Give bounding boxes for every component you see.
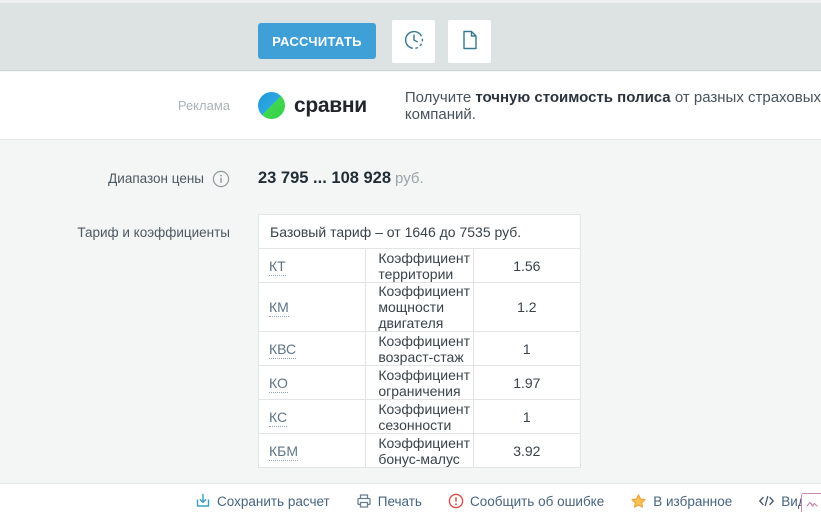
price-range-label: Диапазон цены [108, 171, 204, 186]
coefficient-code-link[interactable]: КБМ [269, 442, 299, 461]
favorite-link[interactable]: В избранное [630, 493, 732, 509]
footer-link-label: Сохранить расчет [217, 493, 330, 509]
sravni-logo[interactable]: сравни [258, 92, 367, 119]
calculate-button[interactable]: РАССЧИТАТЬ [258, 23, 376, 59]
sravni-logo-icon [258, 92, 285, 119]
coefficient-value: 1 [472, 331, 582, 366]
price-range-row: Диапазон цены 23 795 ... 108 928 руб. [0, 169, 821, 188]
history-button[interactable] [392, 20, 435, 63]
print-link[interactable]: Печать [356, 493, 422, 509]
image-embed-icon[interactable] [801, 493, 821, 512]
coefficient-name: Коэффициент возраст-стаж [365, 331, 474, 366]
print-icon [356, 493, 372, 509]
footer-link-label: Печать [377, 493, 422, 509]
report-error-link[interactable]: Сообщить об ошибке [448, 493, 604, 509]
price-range-currency: руб. [395, 170, 424, 187]
table-row: КС Коэффициент сезонности 1 [257, 399, 582, 434]
favorite-icon [630, 493, 647, 509]
new-document-button[interactable] [448, 20, 491, 63]
coefficient-value: 1.56 [472, 248, 582, 283]
footer-link-label: В избранное [653, 493, 733, 509]
table-row: КМ Коэффициент мощности двигателя 1.2 [257, 282, 582, 332]
coefficient-value: 3.92 [472, 433, 582, 468]
results-panel: Диапазон цены 23 795 ... 108 928 руб. Тар… [0, 141, 821, 483]
tariff-row: Тариф и коэффициенты Базовый тариф – от … [0, 214, 821, 468]
table-row: КВС Коэффициент возраст-стаж 1 [257, 331, 582, 366]
coefficient-name: Коэффициент территории [365, 248, 474, 283]
table-row: КТ Коэффициент территории 1.56 [257, 248, 582, 283]
widget-code-icon [758, 493, 775, 509]
document-icon [458, 28, 482, 55]
ad-text-suffix: от разных страховых компаний. [404, 88, 821, 123]
coefficient-value: 1.2 [472, 282, 582, 332]
sravni-logo-text: сравни [294, 93, 367, 117]
coefficient-code-link[interactable]: КС [269, 408, 288, 427]
error-icon [448, 493, 464, 509]
coefficient-name: Коэффициент сезонности [365, 399, 474, 434]
save-calculation-link[interactable]: Сохранить расчет [195, 493, 330, 509]
ad-text[interactable]: Получите точную стоимость полиса от разн… [405, 89, 821, 123]
base-tariff-row: Базовый тариф – от 1646 до 7535 руб. [258, 214, 581, 249]
tariff-label: Тариф и коэффициенты [77, 225, 230, 240]
clock-icon [402, 28, 426, 55]
table-row: КО Коэффициент ограничения 1.97 [257, 365, 582, 400]
coefficients-table: Базовый тариф – от 1646 до 7535 руб. КТ … [257, 214, 582, 468]
save-icon [195, 493, 211, 509]
coefficient-name: Коэффициент бонус-малус [365, 433, 474, 468]
topbar: РАССЧИТАТЬ [0, 0, 821, 71]
coefficient-name: Коэффициент ограничения [365, 365, 474, 400]
footer-toolbar: Сохранить расчет Печать [0, 483, 821, 512]
coefficient-value: 1 [472, 399, 582, 434]
coefficient-code-link[interactable]: КО [269, 374, 288, 393]
coefficient-value: 1.97 [472, 365, 582, 400]
footer-link-label: Сообщить об ошибке [469, 493, 605, 509]
ad-text-bold: точную стоимость полиса [475, 88, 671, 106]
price-range-value: 23 795 ... 108 928 [258, 169, 392, 187]
ad-label: Реклама [177, 98, 230, 113]
coefficient-code-link[interactable]: КВС [269, 340, 297, 359]
ad-text-prefix: Получите [404, 88, 476, 106]
table-row: КБМ Коэффициент бонус-малус 3.92 [257, 433, 582, 468]
topbar-highlight [0, 0, 821, 3]
ad-banner: Реклама сравни Получите точную стоимость… [0, 72, 821, 140]
base-tariff-text: Базовый тариф – от 1646 до 7535 руб. [258, 214, 581, 249]
coefficient-code-link[interactable]: КТ [269, 257, 286, 276]
coefficient-name: Коэффициент мощности двигателя [365, 282, 474, 332]
info-icon[interactable] [212, 170, 230, 188]
coefficient-code-link[interactable]: КМ [269, 299, 289, 317]
